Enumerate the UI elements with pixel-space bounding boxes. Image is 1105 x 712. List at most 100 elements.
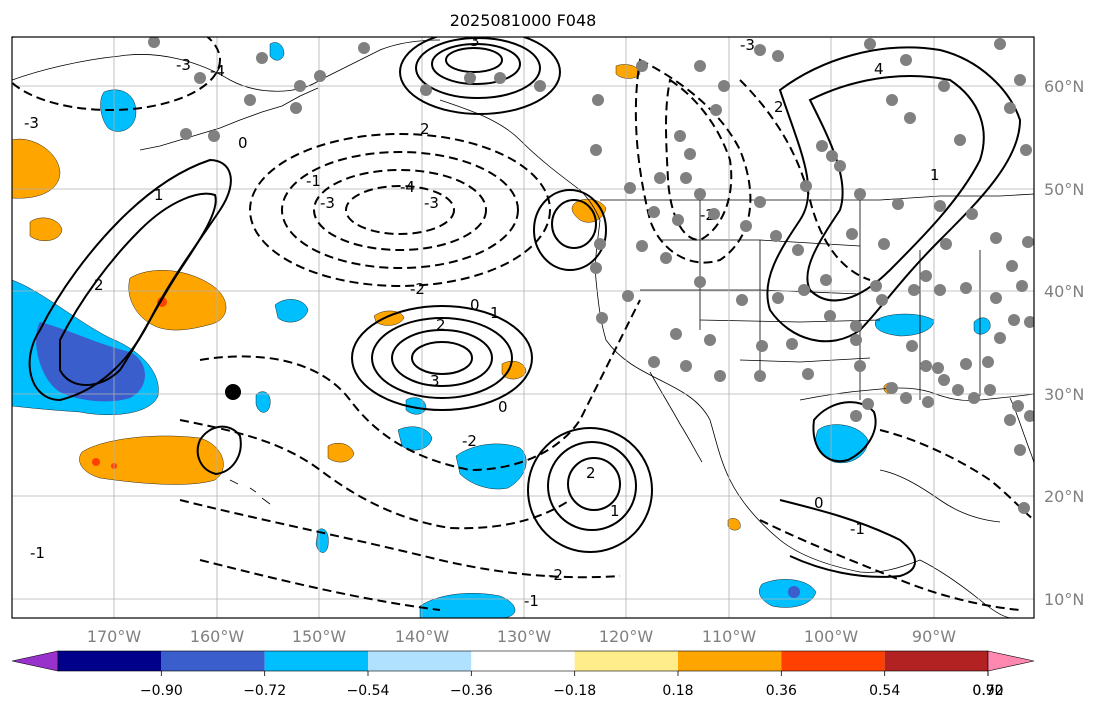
alaska-coast: [12, 39, 441, 92]
station-dot: [1018, 502, 1030, 514]
blue-region-small-4: [405, 397, 427, 415]
contour-hawaii: [196, 425, 242, 476]
station-dot: [968, 392, 980, 404]
lat-label-20n: 20°N: [1044, 487, 1084, 506]
yucatan: [879, 469, 1001, 523]
station-dot: [718, 80, 730, 92]
contour-label: -2: [462, 432, 477, 450]
blue-region-east-2: [973, 317, 991, 335]
colorbar-cell: [781, 651, 885, 671]
contour-high-south-3: [567, 457, 621, 511]
contour-ridge-east-2: [806, 75, 985, 302]
orange-region-dateline: [12, 138, 61, 199]
baja-california: [649, 371, 703, 463]
contour-trough-east-2: [665, 78, 733, 242]
station-dot: [816, 140, 828, 152]
station-dot: [800, 180, 812, 192]
contour-label: 2: [586, 464, 596, 482]
contour-high-south-2: [547, 441, 637, 531]
contour-high-central-3: [391, 329, 493, 387]
station-dot: [590, 262, 602, 274]
colorbar-tick-label: 0.18: [662, 683, 693, 699]
contour-label: -2: [410, 280, 425, 298]
contour-high-alaska-4: [445, 47, 503, 73]
station-dot: [870, 280, 882, 292]
colorbar-tick-label: 0.36: [766, 683, 797, 699]
state-lines-2: [699, 200, 981, 400]
station-dot: [864, 38, 876, 50]
lon-label-120w: 120°W: [599, 627, 654, 646]
red-spot-hawaii: [92, 458, 100, 466]
position-marker: [225, 384, 241, 400]
contour-label: 3: [470, 32, 480, 50]
colorbar-tick-label: −0.36: [450, 683, 493, 699]
contour-label: -4: [400, 178, 415, 196]
contour-high-central-4: [411, 341, 473, 375]
station-dot: [208, 130, 220, 142]
station-dot: [850, 320, 862, 332]
contour-gulf: [812, 401, 877, 463]
contour-trough-east: [634, 58, 752, 264]
contour-label: -4: [210, 62, 225, 80]
station-dot: [772, 292, 784, 304]
colorbar-cell: [884, 651, 988, 671]
lon-label-160w: 160°W: [190, 627, 245, 646]
darkblue-region-west: [36, 322, 145, 402]
station-dot: [694, 276, 706, 288]
station-dot: [1014, 74, 1026, 86]
station-dot: [770, 230, 782, 242]
orange-region-hawaii: [79, 435, 224, 485]
station-dot: [960, 282, 972, 294]
gulf-coast: [799, 387, 1034, 401]
contour-high-coast-2: [551, 199, 597, 249]
dashed-contours: [12, 37, 1034, 611]
colorbar-cell: [471, 651, 575, 671]
station-dot: [622, 290, 634, 302]
contour-label: 0: [814, 494, 824, 512]
station-dot: [736, 294, 748, 306]
station-dot: [244, 94, 256, 106]
station-dot: [660, 252, 672, 264]
contour-label: 2: [436, 316, 446, 334]
station-dot: [922, 396, 934, 408]
contour-label: 2: [94, 276, 104, 294]
blue-region-mexico: [759, 579, 817, 608]
map-frame: [11, 36, 1035, 619]
colorbar-tick-label: −0.72: [243, 683, 286, 699]
station-dot: [694, 60, 706, 72]
contour-dashed-east: [739, 79, 871, 281]
colorbar-cell: [264, 651, 368, 671]
blue-region-east: [875, 313, 935, 337]
station-dot: [464, 72, 476, 84]
station-dots: [148, 37, 1034, 514]
station-dot: [148, 37, 160, 48]
station-dot: [906, 340, 918, 352]
contour-dashed-south: [179, 499, 621, 579]
station-dot: [420, 84, 432, 96]
contour-label: -3: [24, 114, 39, 132]
contour-label: -3: [740, 36, 755, 54]
station-dot: [708, 208, 720, 220]
lon-label-110w: 110°W: [702, 627, 757, 646]
station-dot: [982, 356, 994, 368]
central-america: [919, 559, 1013, 618]
colorbar-tick-label: 0.90: [972, 683, 1003, 699]
contour-high-alaska-3: [431, 43, 521, 85]
station-dot: [710, 104, 722, 116]
station-dot: [920, 360, 932, 372]
station-dot: [756, 340, 768, 352]
station-dot: [256, 52, 268, 64]
contour-low-north-1: [249, 133, 551, 287]
contour-label: 0: [238, 134, 248, 152]
station-dot: [854, 188, 866, 200]
blue-region-small-1: [274, 299, 309, 323]
contour-ridge-east: [766, 46, 1022, 343]
colorbar-tick-label: 0.54: [869, 683, 900, 699]
station-dot: [314, 70, 326, 82]
blue-region-south-3: [419, 593, 516, 618]
colorbar-tick-label: −0.90: [140, 683, 183, 699]
colorbar-tick-label: −0.18: [553, 683, 596, 699]
contour-label: -3: [320, 194, 335, 212]
contour-label: 4: [874, 60, 884, 78]
contour-label: -1: [306, 172, 321, 190]
